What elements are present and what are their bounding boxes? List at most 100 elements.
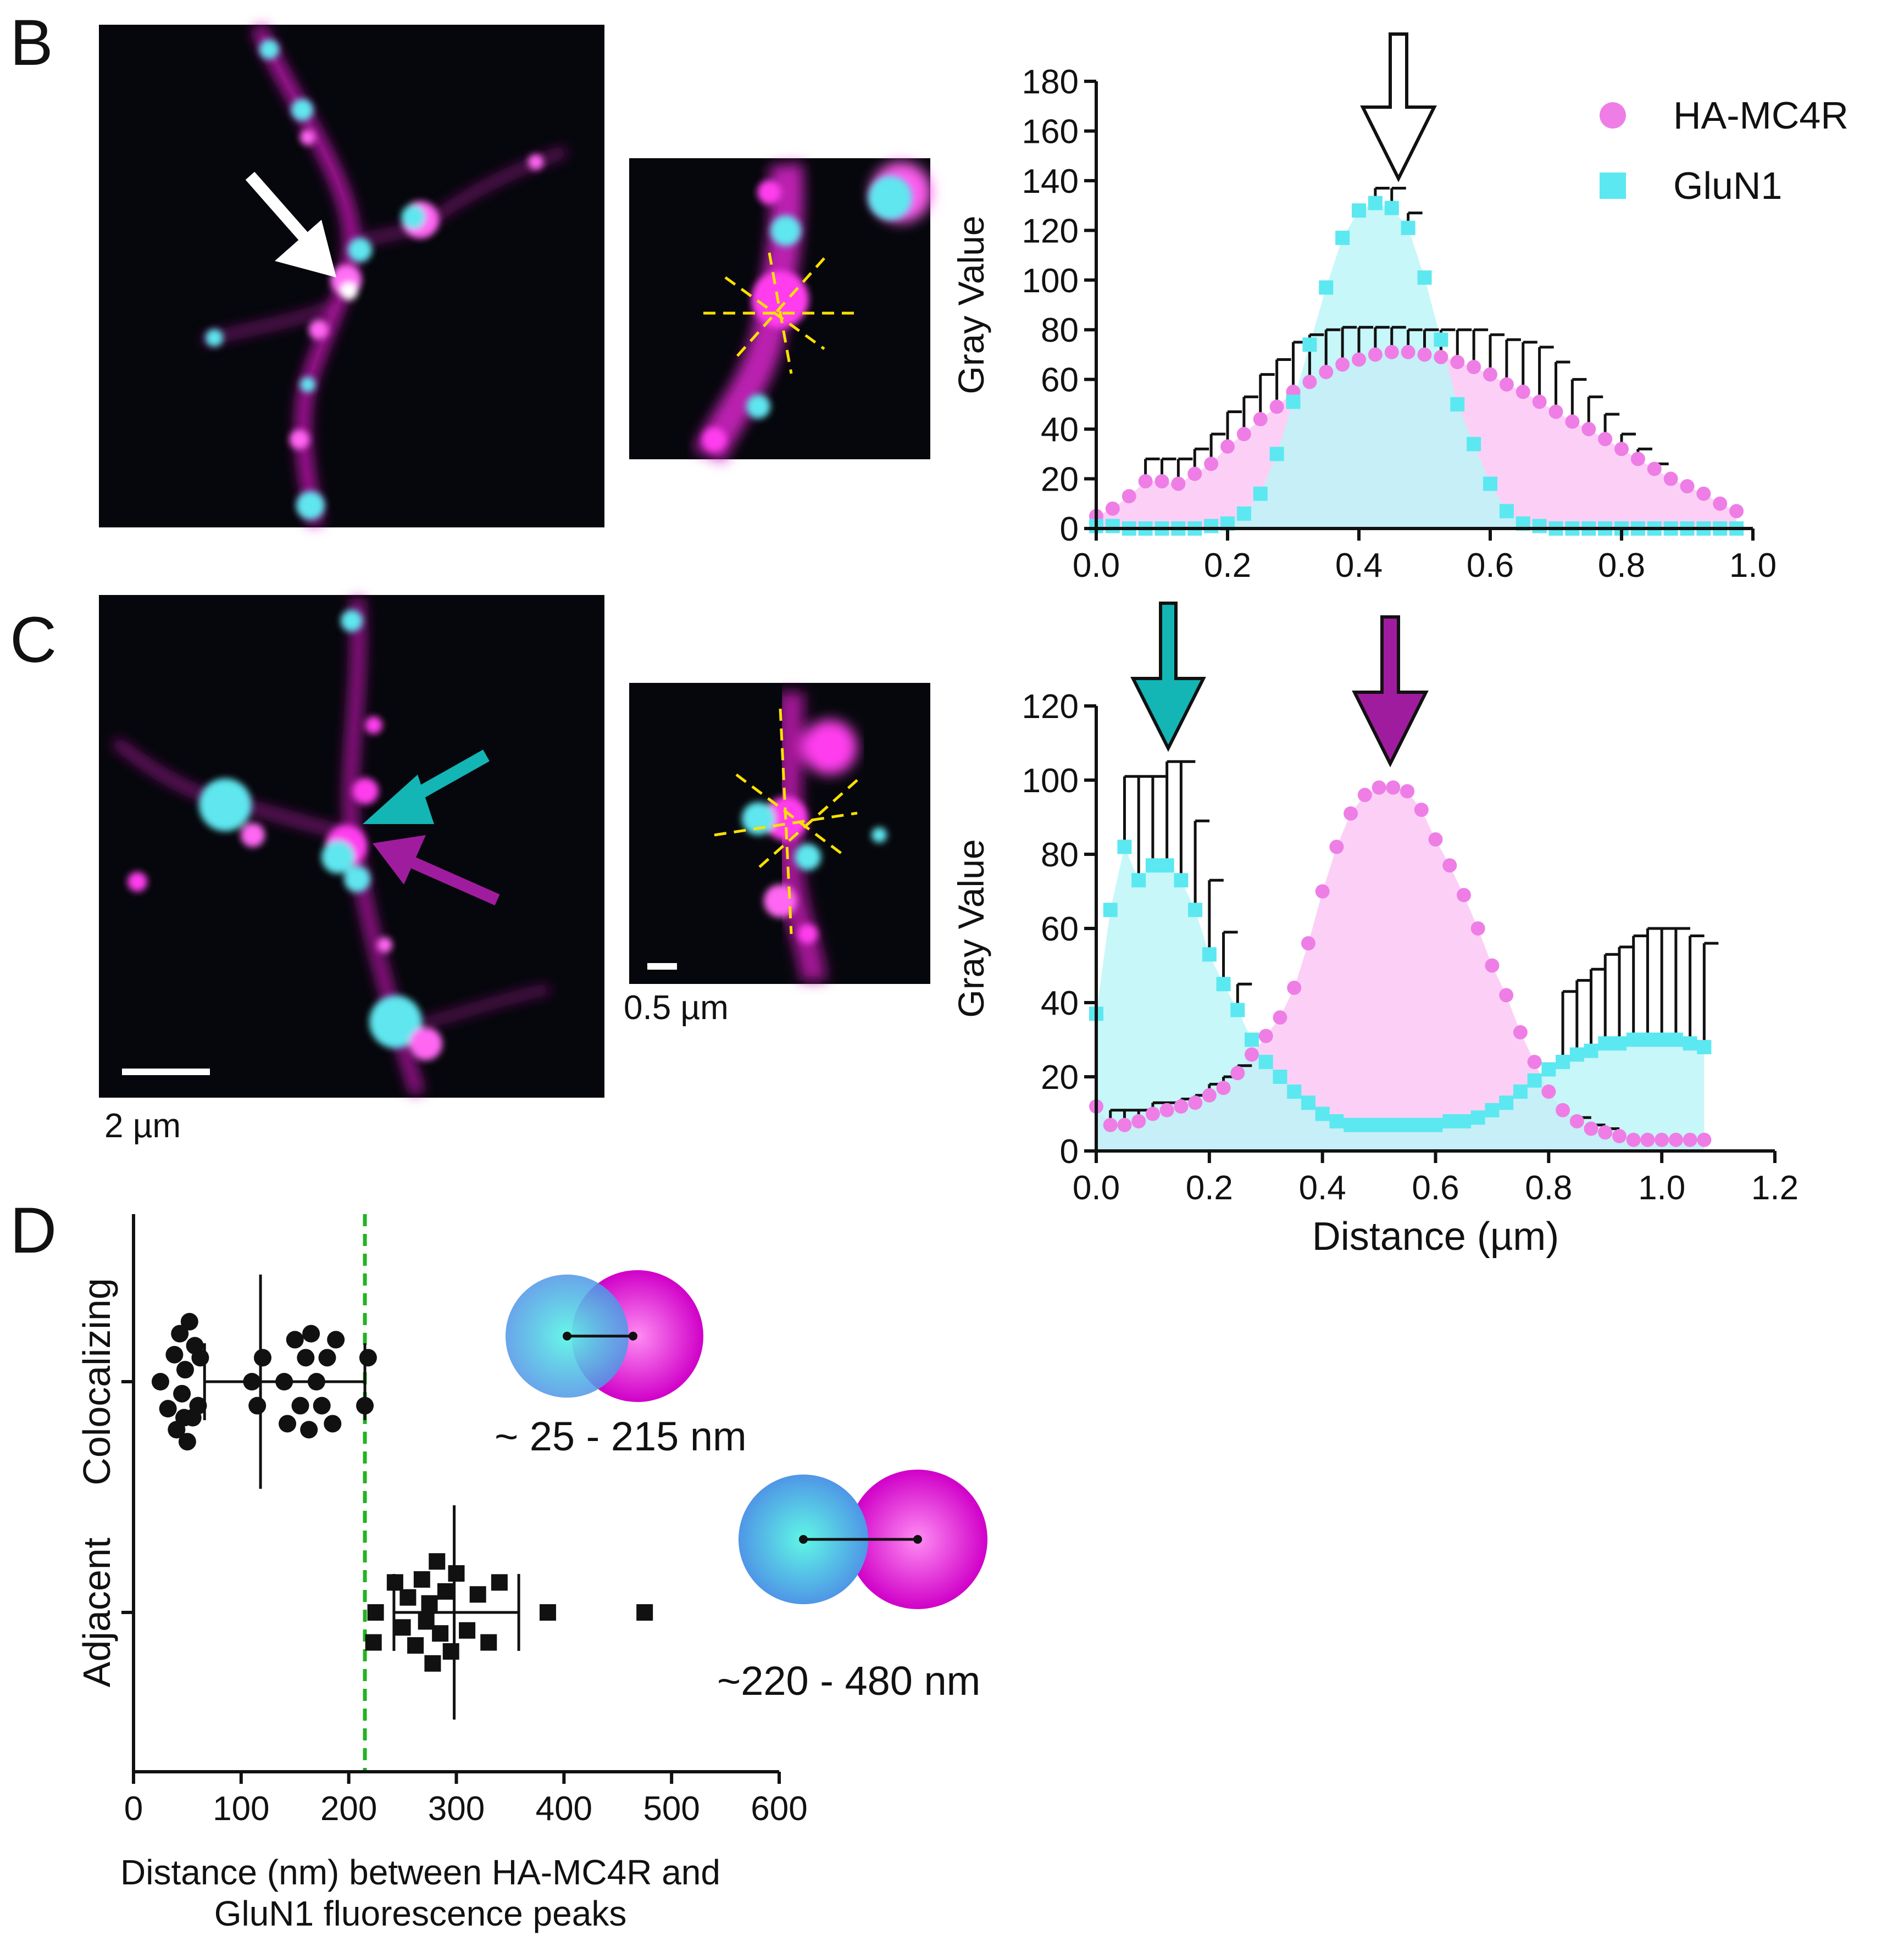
point-colocalizing [254,1349,271,1367]
point-ha-mc4r [1230,1066,1245,1081]
point-ha-mc4r [1516,385,1530,399]
point-adjacent [413,1571,430,1588]
point-colocalizing [176,1361,194,1379]
point-glun1 [1103,903,1118,917]
point-colocalizing [318,1349,336,1367]
point-colocalizing [165,1345,184,1364]
point-ha-mc4r [1414,803,1429,817]
point-ha-mc4r [1569,1114,1584,1128]
point-ha-mc4r [1483,367,1497,382]
point-glun1 [1315,1106,1330,1121]
scale-bar-small [647,963,677,970]
point-ha-mc4r [1668,1132,1683,1147]
x-axis-label-line: Distance (nm) between HA-MC4R and [120,1853,720,1892]
point-ha-mc4r [1663,471,1678,486]
point-glun1 [1414,1117,1429,1132]
point-ha-mc4r [1245,1047,1259,1062]
y-tick-label: 100 [1022,262,1079,300]
point-ha-mc4r [1713,496,1728,511]
panel-label-d: D [10,1194,57,1267]
point-glun1 [1532,519,1547,533]
chart-b: 0 20 40 60 80 100 120 140 160 180 0.0 0.2 0.4 0.6 0.8 1… [951,63,1849,585]
point-ha-mc4r [1187,466,1202,481]
x-tick-label: 400 [536,1790,592,1828]
point-ha-mc4r [1204,457,1219,471]
point-glun1 [1626,1032,1641,1047]
point-adjacent [365,1634,382,1651]
scale-bar-small-label: 0.5 µm [624,989,729,1027]
x-tick-label: 0.8 [1525,1169,1572,1207]
magenta-arrow [373,835,500,906]
point-glun1 [1216,977,1231,992]
point-ha-mc4r [1532,394,1547,409]
point-ha-mc4r [1556,1103,1570,1117]
white-arrow [245,171,336,277]
point-ha-mc4r [1220,439,1235,454]
point-ha-mc4r [1315,884,1330,899]
point-ha-mc4r [1273,1010,1287,1025]
adjacent-inset [739,1470,987,1609]
point-adjacent [429,1553,446,1570]
point-colocalizing [324,1415,342,1433]
point-ha-mc4r [1428,832,1443,847]
x-tick-label: 0.0 [1073,1169,1120,1207]
point-glun1 [1245,1032,1259,1047]
point-ha-mc4r [1400,784,1415,799]
legend-label: GluN1 [1673,164,1782,207]
point-ha-mc4r [1626,1132,1641,1147]
point-glun1 [1302,337,1317,352]
point-ha-mc4r [1612,1129,1627,1143]
point-adjacent [432,1625,449,1642]
point-adjacent [636,1604,653,1621]
point-ha-mc4r [1417,347,1432,362]
point-ha-mc4r [1103,1117,1118,1132]
point-glun1 [1145,858,1160,873]
x-axis-label-line: GluN1 fluorescence peaks [214,1894,627,1933]
y-tick-label: 20 [1041,461,1079,499]
point-glun1 [1428,1117,1443,1132]
point-adjacent [399,1589,417,1606]
point-glun1 [1188,903,1203,917]
point-ha-mc4r [1655,1132,1669,1147]
point-glun1 [1683,1036,1697,1051]
point-colocalizing [178,1433,196,1451]
point-ha-mc4r [1485,958,1500,973]
point-glun1 [1352,203,1366,218]
point-glun1 [1301,1095,1315,1110]
micrograph-c-zoom [629,683,930,984]
point-colocalizing [151,1373,169,1390]
point-ha-mc4r [1384,344,1399,359]
point-glun1 [1258,1055,1273,1069]
point-ha-mc4r [1117,1117,1132,1132]
point-colocalizing [300,1421,318,1439]
point-glun1 [1329,1114,1344,1128]
point-glun1 [1105,519,1120,533]
open-arrow [1360,32,1437,182]
point-ha-mc4r [1729,504,1744,519]
point-ha-mc4r [1386,780,1401,795]
point-glun1 [1483,476,1497,491]
point-ha-mc4r [1581,422,1596,437]
point-ha-mc4r [1467,360,1481,375]
point-colocalizing [189,1397,207,1415]
point-glun1 [1236,506,1251,521]
point-glun1 [1286,394,1301,409]
scale-bar-large-label: 2 µm [104,1107,181,1145]
colocalizing-range-label: ~ 25 - 215 nm [495,1414,747,1459]
point-glun1 [1344,1117,1358,1132]
point-adjacent [421,1595,438,1612]
point-ha-mc4r [1258,1028,1273,1043]
x-tick-label: 0.4 [1299,1169,1346,1207]
point-ha-mc4r [1598,432,1613,447]
point-glun1 [1204,519,1219,533]
x-tick-label: 0.2 [1186,1169,1233,1207]
point-ha-mc4r [1357,788,1372,802]
point-glun1 [1598,1036,1613,1051]
point-ha-mc4r [1548,404,1563,419]
x-tick-label: 200 [320,1790,377,1828]
point-glun1 [1159,858,1174,873]
point-adjacent [539,1604,556,1621]
scale-bar-large [122,1069,210,1075]
point-colocalizing [327,1331,345,1349]
